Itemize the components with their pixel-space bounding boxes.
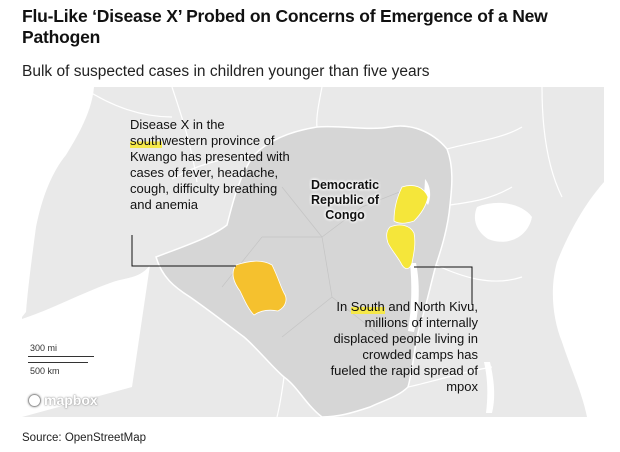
atlantic-ocean-coast [22,265,150,417]
map-canvas [22,87,604,417]
country-label-line: Congo [325,208,365,222]
country-label-line: Democratic [310,178,380,192]
atlantic-ocean [22,87,94,317]
map-area[interactable] [22,87,604,417]
lake-victoria [474,202,532,242]
annotation-highlight: south [130,133,162,148]
lake-tanganyika [408,263,419,332]
country-label-line: Republic of [310,193,380,207]
annotation-highlight: South [350,299,385,314]
scale-bar-miles [28,356,94,357]
scale-km-label: 500 km [30,366,60,376]
mapbox-logo-icon [28,393,41,407]
scale-bar-km [28,362,88,363]
lake-malawi [484,362,495,413]
indian-ocean [552,182,604,417]
leader-line-left [131,235,236,267]
annotation-kwango: Disease X in the southwestern province o… [130,117,290,212]
country-label-drc: Democratic Republic of Congo [300,178,390,223]
page-title: Flu-Like ‘Disease X’ Probed on Concerns … [22,6,548,47]
annotation-kivu: In South and North Kivu, millions of int… [330,299,478,394]
page-subtitle: Bulk of suspected cases in children youn… [22,63,430,80]
kwango-province [232,260,287,316]
country-borders [81,87,563,417]
drc-country-shape [155,125,453,417]
leader-line-right [414,266,473,305]
source-note: Source: OpenStreetMap [22,432,147,444]
mapbox-logo-text: mapbox [44,392,98,408]
north-kivu-province [393,185,429,224]
south-kivu-province [386,224,416,269]
scale-miles-label: 300 mi [30,343,58,353]
mapbox-logo[interactable]: mapbox [28,392,98,408]
